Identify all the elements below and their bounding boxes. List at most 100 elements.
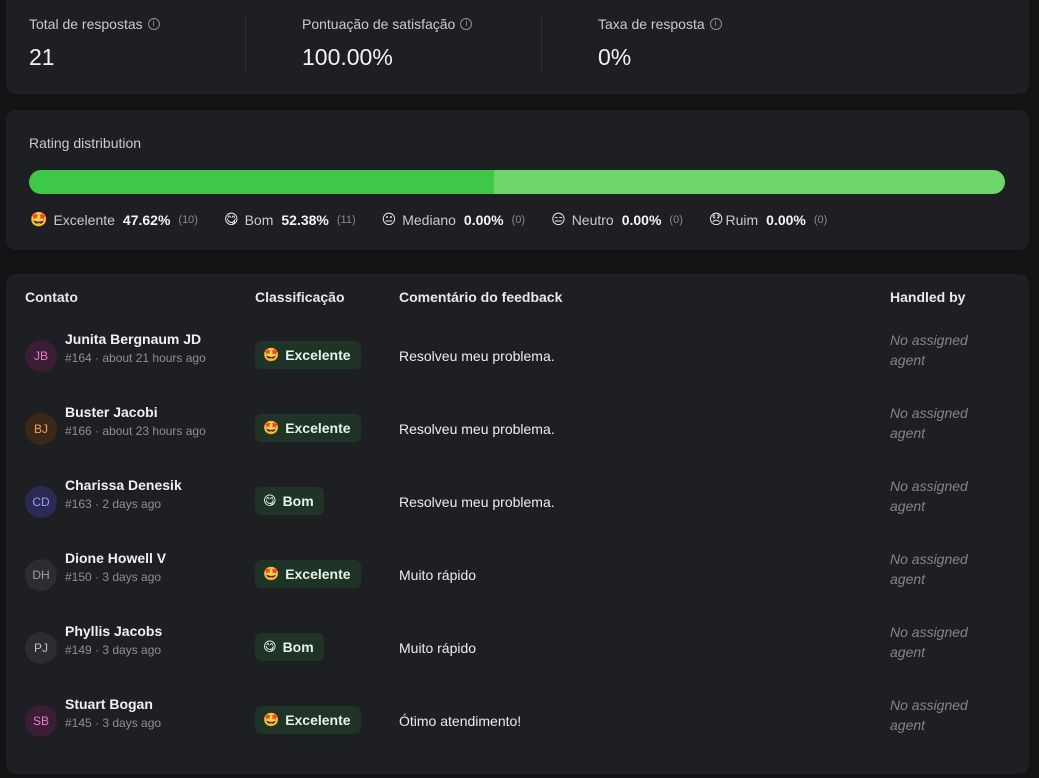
legend-count: (11): [336, 214, 356, 226]
feedback-comment: Resolveu meu problema.: [399, 421, 555, 437]
legend-item-excelente: 🤩 Excelente 47.62% (10): [30, 212, 198, 228]
star-struck-emoji-icon: 🤩: [263, 566, 280, 582]
feedback-comment: Resolveu meu problema.: [399, 348, 555, 364]
rating-badge: 😋 Bom: [255, 487, 324, 515]
rating-legend: 🤩 Excelente 47.62% (10) 😋 Bom 52.38% (11…: [30, 212, 853, 228]
avatar: SB: [25, 705, 57, 737]
legend-percent: 47.62%: [122, 212, 171, 228]
rating-badge: 🤩 Excelente: [255, 706, 361, 734]
star-struck-emoji-icon: 🤩: [30, 212, 48, 228]
info-icon[interactable]: i: [709, 18, 722, 30]
bar-segment-excelente: [29, 170, 494, 194]
legend-item-neutro: 😑 Neutro 0.00% (0): [551, 212, 683, 228]
avatar: JB: [25, 340, 57, 372]
expressionless-face-emoji-icon: 😑: [551, 212, 566, 228]
legend-label: Neutro: [571, 212, 614, 228]
rating-badge: 🤩 Excelente: [255, 560, 361, 588]
rating-badge: 🤩 Excelente: [255, 414, 361, 442]
handled-by: No assigned agent: [890, 405, 968, 441]
table-row[interactable]: BJ Buster Jacobi #166 · about 23 hours a…: [6, 404, 1029, 486]
legend-percent: 0.00%: [463, 212, 504, 228]
rating-label: Excelente: [285, 347, 351, 363]
rating-distribution-card: Rating distribution 🤩 Excelente 47.62% (…: [6, 110, 1029, 250]
divider: [245, 14, 246, 74]
stat-value: 0%: [598, 44, 632, 70]
info-icon[interactable]: i: [147, 18, 160, 30]
feedback-comment: Muito rápido: [399, 640, 477, 656]
column-header-contact[interactable]: Contato: [25, 289, 78, 305]
avatar: BJ: [25, 413, 57, 445]
rating-badge: 🤩 Excelente: [255, 341, 361, 369]
legend-item-mediano: 😐 Mediano 0.00% (0): [382, 212, 525, 228]
star-struck-emoji-icon: 🤩: [263, 347, 280, 363]
legend-label: Bom: [244, 212, 274, 228]
rating-distribution-title: Rating distribution: [29, 135, 142, 151]
legend-percent: 0.00%: [766, 212, 806, 228]
contact-meta: #150 · 3 days ago: [65, 570, 162, 584]
handled-by: No assigned agent: [890, 332, 968, 368]
contact-name[interactable]: Dione Howell V: [65, 550, 167, 566]
legend-label: Ruim: [725, 212, 759, 228]
handled-by: No assigned agent: [890, 624, 968, 660]
column-header-comment[interactable]: Comentário do feedback: [399, 289, 563, 305]
handled-by: No assigned agent: [890, 697, 968, 733]
feedback-comment: Muito rápido: [399, 567, 477, 583]
avatar: DH: [25, 559, 57, 591]
stat-label: Total de respostas: [29, 16, 143, 32]
legend-count: (0): [813, 214, 828, 226]
stat-value: 21: [29, 44, 55, 70]
table-row[interactable]: CD Charissa Denesik #163 · 2 days ago 😋 …: [6, 477, 1029, 559]
rating-distribution-bar: [29, 170, 1005, 194]
handled-by: No assigned agent: [890, 478, 968, 514]
contact-meta: #149 · 3 days ago: [65, 643, 162, 657]
legend-count: (0): [511, 214, 526, 226]
contact-meta: #163 · 2 days ago: [65, 497, 162, 511]
legend-item-ruim: 😞 Ruim 0.00% (0): [709, 212, 827, 228]
avatar: CD: [25, 486, 57, 518]
column-header-handled-by[interactable]: Handled by: [890, 289, 966, 305]
rating-label: Excelente: [285, 420, 351, 436]
legend-item-bom: 😋 Bom 52.38% (11): [224, 212, 356, 228]
yum-face-emoji-icon: 😋: [263, 493, 277, 509]
legend-label: Excelente: [53, 212, 115, 228]
rating-label: Bom: [282, 493, 314, 509]
contact-name[interactable]: Phyllis Jacobs: [65, 623, 163, 639]
star-struck-emoji-icon: 🤩: [263, 420, 280, 436]
feedback-comment: Ótimo atendimento!: [399, 713, 522, 729]
rating-label: Excelente: [285, 566, 351, 582]
feedback-table: Contato Classificação Comentário do feed…: [6, 274, 1029, 774]
disappointed-face-emoji-icon: 😞: [708, 212, 724, 228]
stats-card: Total de respostas i 21 Pontuação de sat…: [6, 0, 1029, 94]
table-row[interactable]: DH Dione Howell V #150 · 3 days ago 🤩 Ex…: [6, 550, 1029, 632]
contact-name[interactable]: Stuart Bogan: [65, 696, 153, 712]
contact-name[interactable]: Junita Bergnaum JD: [65, 331, 202, 347]
stat-label: Taxa de resposta: [598, 16, 705, 32]
legend-count: (10): [178, 214, 198, 226]
rating-label: Excelente: [285, 712, 351, 728]
legend-label: Mediano: [402, 212, 456, 228]
star-struck-emoji-icon: 🤩: [263, 712, 280, 728]
table-row[interactable]: JB Junita Bergnaum JD #164 · about 21 ho…: [6, 331, 1029, 413]
yum-face-emoji-icon: 😋: [223, 212, 239, 228]
handled-by: No assigned agent: [890, 551, 968, 587]
yum-face-emoji-icon: 😋: [263, 639, 277, 655]
stat-label: Pontuação de satisfação: [302, 16, 456, 32]
contact-meta: #145 · 3 days ago: [65, 716, 162, 730]
rating-label: Bom: [282, 639, 314, 655]
contact-name[interactable]: Charissa Denesik: [65, 477, 182, 493]
avatar: PJ: [25, 632, 57, 664]
contact-name[interactable]: Buster Jacobi: [65, 404, 158, 420]
divider: [541, 14, 542, 74]
contact-meta: #164 · about 21 hours ago: [65, 351, 206, 365]
contact-meta: #166 · about 23 hours ago: [65, 424, 206, 438]
info-icon[interactable]: i: [460, 18, 473, 30]
table-row[interactable]: SB Stuart Bogan #145 · 3 days ago 🤩 Exce…: [6, 696, 1029, 778]
neutral-face-emoji-icon: 😐: [381, 212, 397, 228]
rating-badge: 😋 Bom: [255, 633, 324, 661]
feedback-comment: Resolveu meu problema.: [399, 494, 555, 510]
stat-value: 100.00%: [302, 44, 393, 70]
bar-segment-bom: [493, 170, 1005, 194]
legend-percent: 52.38%: [281, 212, 329, 228]
column-header-rating[interactable]: Classificação: [255, 289, 345, 305]
table-row[interactable]: PJ Phyllis Jacobs #149 · 3 days ago 😋 Bo…: [6, 623, 1029, 705]
